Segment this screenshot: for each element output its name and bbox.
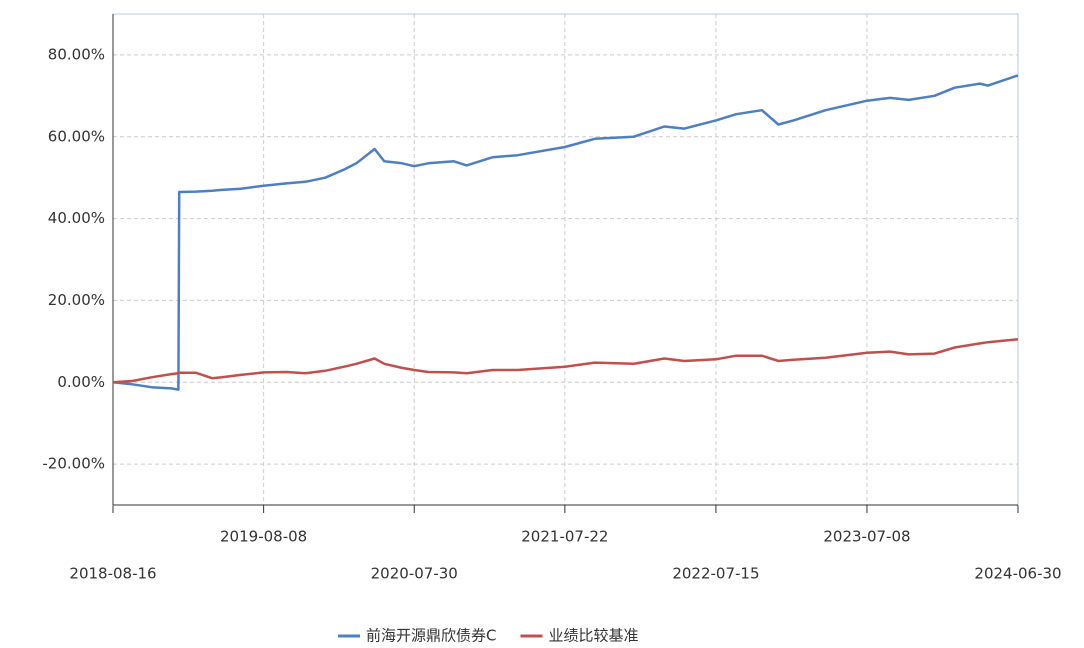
x-tick-label: 2021-07-22 xyxy=(521,528,608,546)
x-tick-label: 2022-07-15 xyxy=(672,565,759,583)
y-tick-label: 60.00% xyxy=(48,127,105,145)
y-tick-label: 20.00% xyxy=(48,291,105,309)
y-tick-label: 40.00% xyxy=(48,209,105,227)
x-tick-label: 2023-07-08 xyxy=(823,528,910,546)
x-tick-label: 2020-07-30 xyxy=(371,565,458,583)
x-tick-label: 2024-06-30 xyxy=(974,565,1061,583)
series-line xyxy=(112,338,1019,384)
legend-label: 业绩比较基准 xyxy=(548,627,638,645)
x-tick-label: 2018-08-16 xyxy=(69,565,156,583)
y-tick-label: 0.00% xyxy=(57,373,105,391)
legend-label: 前海开源鼎欣债券C xyxy=(366,627,496,645)
x-tick-label: 2019-08-08 xyxy=(220,528,307,546)
series-line xyxy=(112,74,1019,391)
plot-frame xyxy=(112,13,1019,506)
y-tick-label: 80.00% xyxy=(48,45,105,63)
y-tick-label: -20.00% xyxy=(42,455,105,473)
